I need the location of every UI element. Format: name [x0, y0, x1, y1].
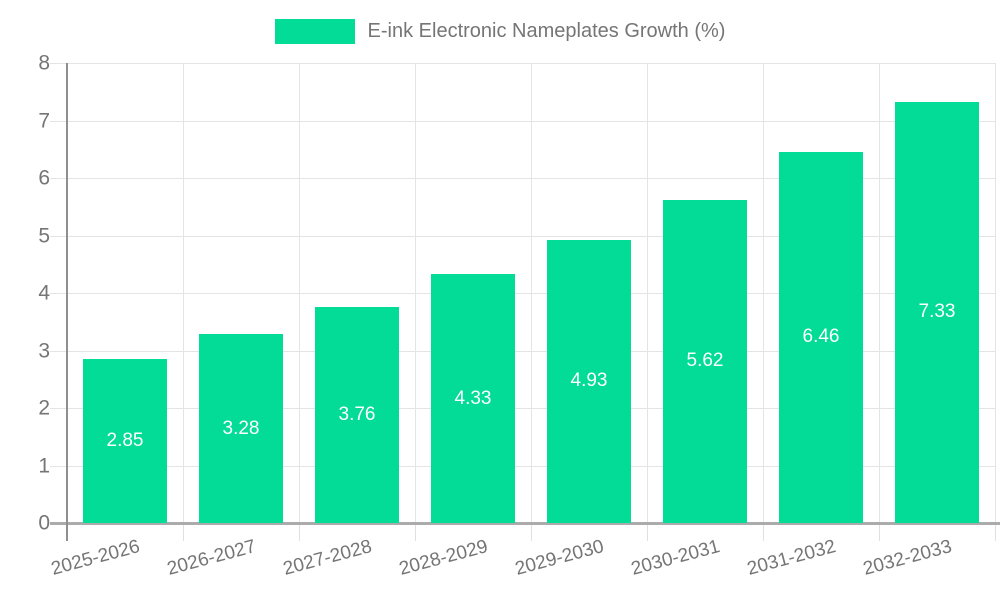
x-tick — [183, 525, 184, 541]
v-gridline — [879, 63, 880, 523]
bar-value-label: 7.33 — [918, 301, 956, 323]
bar-value-label: 4.93 — [570, 370, 608, 392]
x-axis-line — [50, 522, 1000, 525]
h-gridline — [50, 121, 995, 122]
x-tick — [531, 525, 532, 541]
v-gridline — [299, 63, 300, 523]
h-gridline — [50, 178, 995, 179]
y-axis-label: 3 — [38, 339, 50, 362]
x-tick — [763, 525, 764, 541]
legend-item[interactable]: E-ink Electronic Nameplates Growth (%) — [274, 19, 726, 44]
y-axis-line — [66, 63, 68, 541]
h-gridline — [50, 408, 995, 409]
bar-value-label: 3.28 — [222, 417, 260, 439]
h-gridline — [50, 466, 995, 467]
x-tick — [299, 525, 300, 541]
legend: E-ink Electronic Nameplates Growth (%) — [0, 19, 1000, 44]
x-tick — [647, 525, 648, 541]
y-axis-label: 2 — [38, 396, 50, 420]
bar-2029-2030 — [547, 239, 631, 523]
v-gridline — [763, 63, 764, 523]
y-axis-label: 7 — [38, 109, 50, 132]
y-axis-label: 1 — [38, 454, 50, 477]
bar-2032-2033 — [895, 101, 979, 523]
bar-2027-2028 — [315, 306, 399, 523]
bar-2025-2026 — [83, 359, 167, 523]
y-axis-label: 6 — [38, 166, 50, 190]
bar-value-label: 4.33 — [454, 387, 492, 409]
y-axis-label: 8 — [38, 51, 50, 75]
x-tick — [415, 525, 416, 541]
bar-value-label: 2.85 — [106, 430, 144, 452]
bar-2031-2032 — [779, 151, 863, 523]
legend-label: E-ink Electronic Nameplates Growth (%) — [367, 20, 726, 42]
h-gridline — [50, 63, 995, 64]
h-gridline — [50, 293, 995, 294]
legend-swatch — [274, 19, 355, 44]
bar-value-label: 5.62 — [686, 350, 724, 372]
bar-2026-2027 — [199, 334, 283, 523]
bar-2030-2031 — [663, 199, 747, 523]
h-gridline — [50, 236, 995, 237]
v-gridline — [647, 63, 648, 523]
y-axis-label: 5 — [38, 224, 50, 247]
plot-area: 0 1 2 3 4 5 6 7 8 2.85 2025-2026 3.28 2026-2027 3.76 2… — [38, 53, 1000, 580]
y-axis-label: 0 — [38, 511, 50, 535]
x-tick — [879, 525, 880, 541]
bar-value-label: 3.76 — [338, 403, 376, 425]
y-axis-label: 4 — [38, 281, 50, 305]
x-tick — [995, 525, 996, 541]
v-gridline — [531, 63, 532, 523]
bar-value-label: 6.46 — [802, 326, 840, 348]
bar-2028-2029 — [431, 274, 515, 523]
v-gridline — [183, 63, 184, 523]
v-gridline — [415, 63, 416, 523]
h-gridline — [50, 351, 995, 352]
v-gridline — [995, 63, 996, 523]
